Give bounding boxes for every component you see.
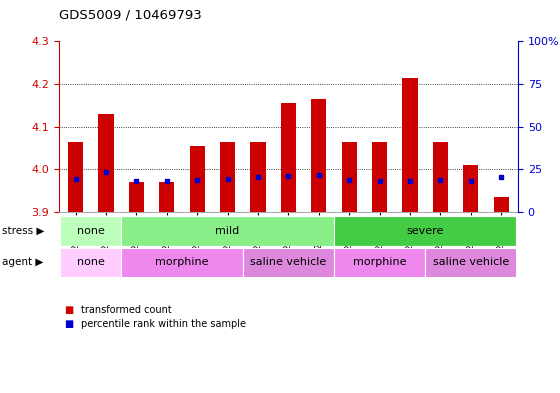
Text: none: none [77,226,105,236]
Text: morphine: morphine [353,257,407,267]
Bar [425,248,516,277]
Text: morphine: morphine [155,257,209,267]
Text: saline vehicle: saline vehicle [433,257,509,267]
Bar [99,114,114,212]
Bar [68,142,83,212]
Bar [220,142,235,212]
Bar [311,99,326,212]
Bar [60,248,121,277]
Text: ■: ■ [64,319,74,329]
Bar [121,248,243,277]
Text: saline vehicle: saline vehicle [250,257,326,267]
Text: mild: mild [216,226,240,236]
Text: stress ▶: stress ▶ [2,226,44,236]
Bar [433,142,448,212]
Bar [342,142,357,212]
Text: transformed count: transformed count [81,305,172,316]
Bar [281,103,296,212]
Bar [129,182,144,212]
Text: ■: ■ [64,305,74,316]
Text: none: none [77,257,105,267]
Bar [190,146,205,212]
Text: severe: severe [407,226,444,236]
Bar [334,216,516,246]
Bar [250,142,265,212]
Text: GDS5009 / 10469793: GDS5009 / 10469793 [59,9,202,22]
Bar [403,77,418,212]
Bar [159,182,174,212]
Bar [372,142,387,212]
Text: agent ▶: agent ▶ [2,257,43,267]
Bar [463,165,478,212]
Text: percentile rank within the sample: percentile rank within the sample [81,319,246,329]
Bar [494,197,509,212]
Bar [121,216,334,246]
Bar [60,216,121,246]
Bar [334,248,425,277]
Bar [243,248,334,277]
